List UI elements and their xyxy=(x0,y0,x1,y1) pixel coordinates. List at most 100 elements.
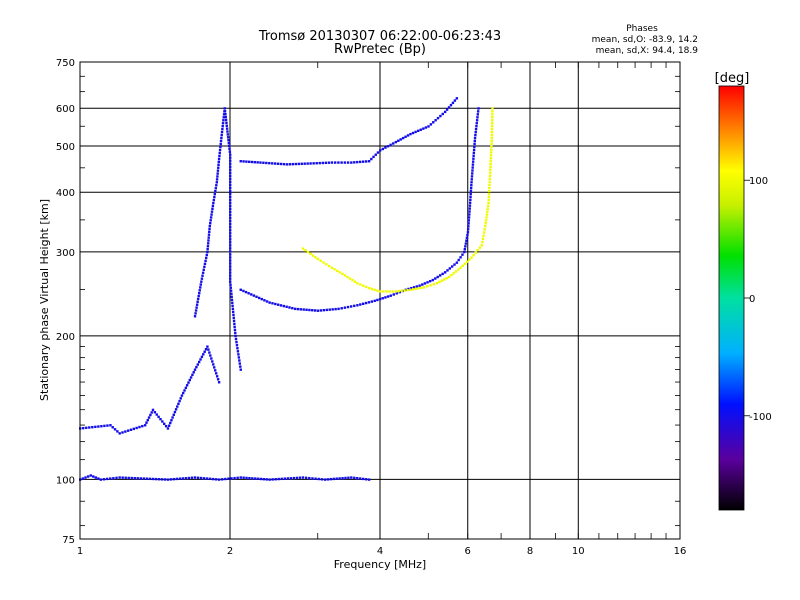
echo-point xyxy=(213,366,216,369)
echo-trace xyxy=(239,107,480,312)
echo-point xyxy=(265,161,268,165)
echo-point xyxy=(472,148,476,152)
echo-point xyxy=(195,306,198,309)
echo-point xyxy=(330,161,334,164)
echo-point xyxy=(229,247,232,250)
echo-point xyxy=(306,162,309,165)
echo-point xyxy=(473,142,476,146)
echo-point xyxy=(305,308,308,311)
echo-point xyxy=(255,295,258,298)
echo-point xyxy=(208,351,211,354)
echo-point xyxy=(362,284,365,287)
echo-point xyxy=(250,160,254,164)
echo-point xyxy=(244,290,248,294)
echo-point xyxy=(229,256,232,259)
echo-point xyxy=(476,248,479,252)
echo-point xyxy=(394,290,398,293)
echo-point xyxy=(490,136,494,140)
echo-point xyxy=(138,425,141,429)
echo-point xyxy=(202,477,206,480)
echo-point xyxy=(436,275,439,279)
echo-point xyxy=(229,235,232,238)
echo-point xyxy=(474,251,477,254)
echo-point xyxy=(455,261,459,264)
echo-point xyxy=(423,282,427,285)
echo-point xyxy=(229,232,232,235)
echo-point xyxy=(229,262,232,265)
echo-point xyxy=(488,183,491,187)
echo-point xyxy=(214,187,218,190)
echo-point xyxy=(204,259,207,263)
echo-point xyxy=(229,250,232,253)
echo-point xyxy=(487,192,491,196)
echo-point xyxy=(326,478,330,481)
echo-point xyxy=(139,477,142,480)
echo-point xyxy=(450,265,454,268)
x-tick-label: 1 xyxy=(77,546,83,557)
echo-point xyxy=(112,477,115,480)
echo-point xyxy=(491,110,494,113)
echo-point xyxy=(311,309,314,312)
echo-point xyxy=(229,277,232,280)
echo-point xyxy=(447,106,451,109)
echo-point xyxy=(337,161,340,164)
chart-subtitle: RwPretec (Bp) xyxy=(334,42,426,57)
echo-point xyxy=(333,268,336,271)
x-axis-ticks: 1 2 4 6 8 10 16 xyxy=(77,62,686,557)
echo-point xyxy=(459,256,462,259)
echo-point xyxy=(149,413,152,417)
echo-point xyxy=(484,219,488,222)
echo-point xyxy=(220,130,224,134)
echo-point xyxy=(196,300,199,304)
echo-point xyxy=(213,192,217,196)
echo-point xyxy=(422,127,425,130)
echo-point xyxy=(198,289,201,292)
echo-point xyxy=(474,127,478,131)
echo-point xyxy=(490,122,494,125)
echo-point xyxy=(229,238,232,241)
echo-point xyxy=(327,264,331,268)
echo-point xyxy=(130,476,133,480)
echo-point xyxy=(373,299,376,303)
x-tick-label: 4 xyxy=(377,546,383,557)
echo-point xyxy=(331,308,334,311)
echo-point xyxy=(414,287,418,290)
echo-point xyxy=(440,279,444,282)
echo-point xyxy=(484,224,487,228)
echo-point xyxy=(190,476,194,479)
echo-point xyxy=(489,162,492,166)
echo-point xyxy=(226,136,230,139)
echo-point xyxy=(291,162,295,166)
echo-point xyxy=(239,365,242,368)
echo-point xyxy=(206,247,209,251)
echo-point xyxy=(209,216,213,219)
echo-point xyxy=(92,475,95,478)
echo-point xyxy=(419,128,422,131)
echo-point xyxy=(489,165,492,169)
echo-point xyxy=(94,476,97,479)
echo-point xyxy=(229,186,232,190)
echo-point xyxy=(327,161,331,164)
echo-point xyxy=(224,477,227,481)
echo-point xyxy=(229,195,232,199)
echo-point xyxy=(262,161,265,164)
echo-point xyxy=(274,478,277,481)
echo-point xyxy=(167,424,171,427)
echo-point xyxy=(229,201,232,205)
echo-point xyxy=(238,362,242,365)
echo-point xyxy=(88,426,91,429)
echo-point xyxy=(376,289,379,292)
echo-point xyxy=(263,299,266,302)
echo-point xyxy=(219,142,222,146)
echo-point xyxy=(317,477,320,481)
echo-point xyxy=(97,477,100,480)
echo-point xyxy=(228,150,232,153)
echo-point xyxy=(209,222,212,225)
echo-point xyxy=(340,307,343,310)
echo-point xyxy=(489,168,492,171)
echo-point xyxy=(404,135,407,138)
echo-point xyxy=(239,288,242,291)
echo-point xyxy=(420,286,423,290)
echo-point xyxy=(208,224,211,228)
echo-point xyxy=(274,302,277,306)
